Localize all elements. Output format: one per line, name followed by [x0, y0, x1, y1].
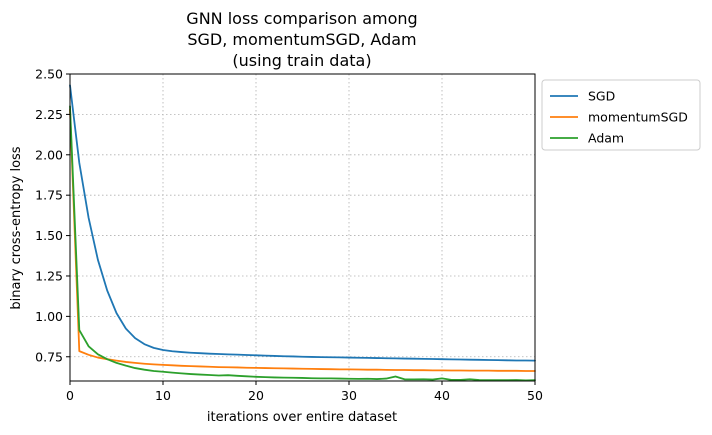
- y-tick-label: 0.75: [35, 349, 63, 364]
- y-tick-label: 2.25: [35, 107, 63, 122]
- y-tick-label: 1.25: [35, 268, 63, 283]
- chart-title-line-2: SGD, momentumSGD, Adam: [187, 30, 416, 49]
- series-line-momentumsgd: [69, 108, 536, 372]
- x-tick-label: 50: [527, 388, 543, 403]
- y-tick-label: 1.50: [35, 228, 63, 243]
- y-tick-label: 1.00: [35, 309, 63, 324]
- y-tick-label: 2.00: [35, 147, 63, 162]
- y-axis-ticks: 0.75 1.00 1.25 1.50 1.75 2.00 2.25 2.50: [35, 67, 70, 364]
- y-tick-label: 2.50: [35, 67, 63, 82]
- chart-title-line-3: (using train data): [232, 51, 371, 70]
- chart-title-line-1: GNN loss comparison among: [186, 9, 417, 28]
- x-axis-ticks: 0 10 20 30 40 50: [66, 381, 543, 403]
- series-lines: [69, 84, 536, 382]
- series-line-adam: [69, 105, 536, 382]
- x-tick-label: 30: [341, 388, 357, 403]
- y-tick-label: 1.75: [35, 188, 63, 203]
- legend: SGD momentumSGD Adam: [541, 79, 701, 151]
- chart-title: GNN loss comparison among SGD, momentumS…: [186, 9, 417, 70]
- grid-lines: [69, 73, 536, 381]
- x-tick-label: 40: [434, 388, 450, 403]
- legend-box: [541, 79, 701, 151]
- x-tick-label: 20: [248, 388, 264, 403]
- series-line-sgd: [69, 84, 536, 362]
- y-axis-label: binary cross-entropy loss: [9, 146, 24, 309]
- legend-label-momentumsgd: momentumSGD: [588, 110, 688, 125]
- x-axis-label: iterations over entire dataset: [207, 410, 397, 425]
- x-tick-label: 0: [66, 388, 74, 403]
- plot-frame: [69, 73, 536, 382]
- legend-label-sgd: SGD: [588, 89, 615, 104]
- legend-label-adam: Adam: [588, 131, 624, 146]
- x-tick-label: 10: [155, 388, 171, 403]
